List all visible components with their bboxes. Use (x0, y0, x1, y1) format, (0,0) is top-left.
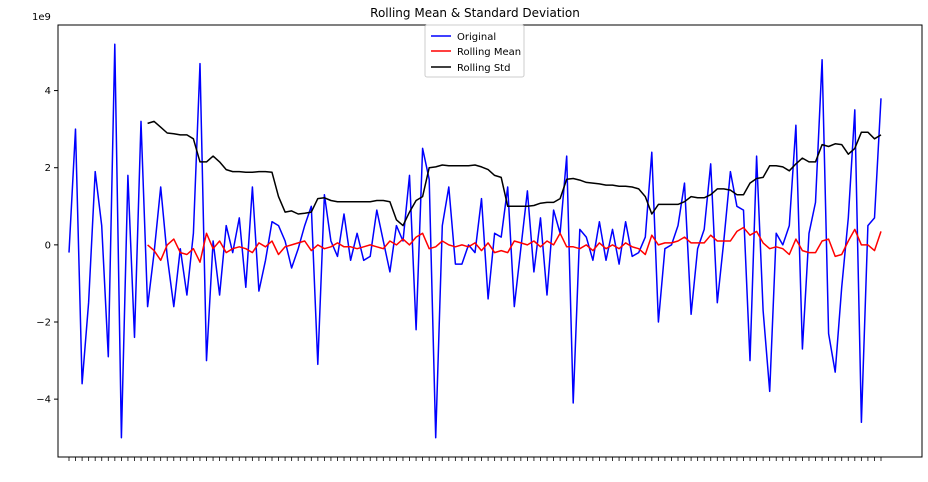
legend-label-rolling-std: Rolling Std (457, 63, 510, 74)
series-line-original (68, 43, 882, 439)
y-tick-label: 4 (45, 86, 51, 97)
y-tick-label: 2 (45, 163, 51, 174)
y-tick-label: −4 (36, 395, 51, 406)
y-tick-label: 0 (45, 240, 51, 251)
legend-box (424, 24, 525, 78)
legend-label-original: Original (457, 32, 496, 43)
series-line-rolling-std (147, 120, 882, 227)
chart-title: Rolling Mean & Standard Deviation (370, 6, 580, 20)
legend-label-rolling-mean: Rolling Mean (457, 47, 521, 58)
y-tick-label: −2 (36, 318, 51, 329)
legend: Original Rolling Mean Rolling Std (424, 24, 525, 78)
plot-area: −4 −2 0 2 4 (36, 24, 923, 461)
y-scale-label: 1e9 (32, 12, 51, 23)
series-line-rolling-mean (147, 226, 882, 263)
axes-frame (57, 24, 923, 458)
